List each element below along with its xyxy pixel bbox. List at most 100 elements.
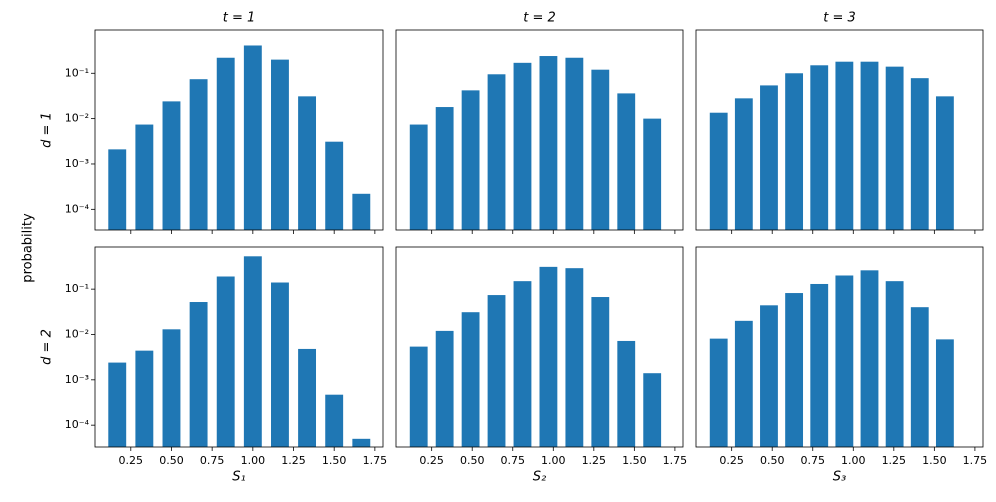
bar: [910, 78, 929, 231]
x-tick-label: 1.25: [281, 454, 306, 467]
bar: [243, 256, 262, 447]
x-tick-label: 0.25: [119, 454, 144, 467]
bar: [271, 282, 289, 447]
subplot-title: t = 1: [223, 11, 256, 26]
bar: [298, 348, 317, 447]
x-tick-label: 0.75: [500, 454, 525, 467]
bar: [885, 281, 904, 447]
subplot-title: t = 2: [523, 11, 556, 26]
x-tick-label: 1.75: [963, 454, 988, 467]
bar: [565, 57, 584, 230]
x-tick-label: 1.00: [841, 454, 866, 467]
y-tick-label: 10⁻²: [65, 112, 89, 125]
subplot-title: t = 3: [823, 11, 856, 26]
bar: [108, 362, 127, 447]
bar: [487, 74, 506, 230]
bar: [785, 293, 804, 447]
bar: [325, 394, 344, 447]
x-tick-label: 1.00: [241, 454, 266, 467]
bar: [409, 346, 428, 447]
x-tick-label: 0.50: [460, 454, 485, 467]
bar: [435, 107, 454, 230]
y-tick-label: 10⁻⁴: [65, 418, 90, 431]
bar: [591, 69, 610, 230]
bar: [487, 295, 506, 447]
bar: [810, 65, 829, 230]
bar: [709, 338, 728, 447]
y-tick-label: 10⁻³: [65, 373, 89, 386]
bar: [513, 62, 532, 230]
bar: [162, 101, 181, 231]
bar: [352, 438, 371, 447]
bar: [935, 96, 954, 230]
bar: [435, 330, 454, 447]
axes-frame: [395, 246, 684, 448]
y-axis-label: d = 2: [40, 329, 55, 365]
x-tick-label: 1.75: [663, 454, 688, 467]
bar: [935, 339, 954, 447]
bar: [617, 93, 636, 230]
bar: [243, 45, 262, 230]
bar: [539, 56, 558, 230]
x-tick-label: 0.25: [419, 454, 444, 467]
bar: [352, 193, 371, 230]
y-tick-label: 10⁻¹: [65, 66, 89, 79]
axes-frame: [94, 29, 384, 231]
bar: [325, 141, 344, 230]
x-tick-label: 0.75: [800, 454, 825, 467]
x-axis-label: S₁: [232, 470, 245, 485]
bar: [760, 85, 778, 230]
x-tick-label: 0.50: [159, 454, 184, 467]
bar: [734, 320, 753, 447]
y-tick-label: 10⁻²: [65, 327, 89, 340]
bar: [565, 268, 584, 447]
bar: [810, 283, 829, 447]
bar: [216, 276, 235, 447]
x-tick-label: 1.50: [922, 454, 947, 467]
x-axis-label: S₃: [833, 470, 846, 485]
bar: [271, 59, 289, 230]
bar: [860, 270, 879, 447]
bar: [860, 61, 879, 231]
axes-frame: [395, 29, 684, 231]
bar: [108, 149, 127, 230]
axes-frame: [695, 246, 984, 448]
bar: [734, 98, 753, 231]
x-tick-label: 1.25: [582, 454, 607, 467]
bar: [135, 124, 154, 230]
x-tick-label: 1.50: [322, 454, 347, 467]
axes-frame: [94, 246, 384, 448]
bar: [189, 79, 208, 230]
x-tick-label: 0.75: [200, 454, 225, 467]
bar: [835, 275, 854, 447]
bar: [189, 302, 208, 447]
bar: [513, 281, 532, 447]
bar: [591, 297, 610, 447]
x-tick-label: 1.25: [882, 454, 907, 467]
axes-frame: [695, 29, 984, 231]
x-tick-label: 1.50: [622, 454, 647, 467]
bar: [539, 266, 558, 447]
x-axis-label: S₂: [533, 470, 546, 485]
figure-ylabel: probability: [21, 213, 36, 283]
bar: [885, 66, 904, 230]
bar: [162, 329, 181, 447]
bar: [643, 118, 662, 230]
y-axis-label: d = 1: [40, 112, 55, 148]
bar: [617, 340, 636, 447]
bar: [785, 73, 804, 230]
y-tick-label: 10⁻³: [65, 157, 89, 170]
bar: [709, 112, 728, 230]
x-tick-label: 0.50: [760, 454, 785, 467]
x-tick-label: 1.75: [363, 454, 388, 467]
bar: [461, 312, 480, 447]
bar: [835, 61, 854, 231]
bar: [643, 373, 662, 447]
bar: [910, 307, 929, 447]
x-tick-label: 1.00: [541, 454, 566, 467]
bar: [760, 305, 778, 447]
bar: [461, 90, 480, 231]
x-tick-label: 0.25: [719, 454, 744, 467]
y-tick-label: 10⁻¹: [65, 282, 89, 295]
